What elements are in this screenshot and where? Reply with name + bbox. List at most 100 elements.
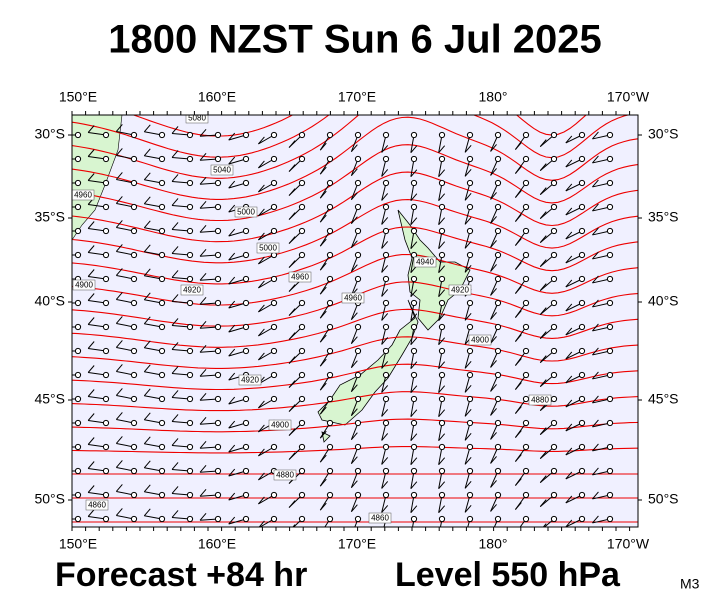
barb-station <box>215 204 220 209</box>
barb-station <box>355 180 360 185</box>
barb-station <box>579 492 584 497</box>
barb-station <box>243 180 248 185</box>
barb-feather <box>60 272 66 279</box>
barb-station <box>495 516 500 521</box>
lon-label-bottom: 180° <box>479 536 508 552</box>
barb-station <box>187 372 192 377</box>
barb-station <box>355 444 360 449</box>
barb-station <box>327 324 332 329</box>
barb-station <box>159 228 164 233</box>
barb-feather <box>60 368 66 375</box>
barb-station <box>131 396 136 401</box>
barb-station <box>159 276 164 281</box>
barb-station <box>327 492 332 497</box>
barb-station <box>75 228 80 233</box>
barb-station <box>75 492 80 497</box>
barb-station <box>411 300 416 305</box>
barb-station <box>495 492 500 497</box>
barb-station <box>299 444 304 449</box>
barb-station <box>439 132 444 137</box>
barb-station <box>523 396 528 401</box>
barb-station <box>75 468 80 473</box>
contour-label: 4900 <box>75 281 93 290</box>
barb-station <box>495 276 500 281</box>
barb-station <box>439 204 444 209</box>
barb-station <box>355 372 360 377</box>
barb-station <box>103 300 108 305</box>
barb-station <box>299 156 304 161</box>
barb-station <box>467 372 472 377</box>
barb-station <box>383 300 388 305</box>
barb-station <box>383 156 388 161</box>
barb-station <box>103 204 108 209</box>
contour-label: 4880 <box>531 396 549 405</box>
barb-station <box>579 132 584 137</box>
lon-label-top: 170°W <box>607 89 650 105</box>
barb-station <box>75 372 80 377</box>
barb-station <box>551 180 556 185</box>
barb-station <box>551 228 556 233</box>
barb-station <box>411 492 416 497</box>
barb-station <box>523 468 528 473</box>
contour-label: 4920 <box>451 286 469 295</box>
barb-station <box>187 420 192 425</box>
barb-station <box>439 324 444 329</box>
barb-station <box>355 420 360 425</box>
barb-station <box>411 516 416 521</box>
lat-label-right: 45°S <box>648 391 679 407</box>
barb-station <box>523 324 528 329</box>
barb-station <box>159 396 164 401</box>
barb-station <box>75 300 80 305</box>
barb-station <box>103 516 108 521</box>
barb-station <box>243 300 248 305</box>
barb-station <box>243 396 248 401</box>
barb-station <box>523 228 528 233</box>
lat-label-right: 50°S <box>648 491 679 507</box>
barb-station <box>551 492 556 497</box>
barb-station <box>187 228 192 233</box>
barb-station <box>467 468 472 473</box>
barb-feather <box>60 512 66 519</box>
barb-station <box>271 276 276 281</box>
barb-feather <box>60 344 66 351</box>
barb-station <box>243 228 248 233</box>
barb-station <box>215 180 220 185</box>
barb-station <box>579 396 584 401</box>
barb-station <box>271 348 276 353</box>
barb-station <box>299 300 304 305</box>
barb-station <box>243 156 248 161</box>
barb-station <box>215 492 220 497</box>
barb-station <box>103 444 108 449</box>
barb-station <box>495 132 500 137</box>
lat-label-left: 30°S <box>34 126 65 142</box>
barb-station <box>411 156 416 161</box>
barb-station <box>439 180 444 185</box>
barb-station <box>355 252 360 257</box>
barb-station <box>467 516 472 521</box>
barb-station <box>327 348 332 353</box>
barb-station <box>75 132 80 137</box>
barb-station <box>439 348 444 353</box>
barb-feather <box>60 152 66 159</box>
barb-station <box>271 132 276 137</box>
barb-station <box>523 300 528 305</box>
lon-label-top: 160°E <box>198 89 236 105</box>
barb-station <box>159 204 164 209</box>
barb-station <box>243 444 248 449</box>
barb-station <box>467 132 472 137</box>
barb-station <box>159 300 164 305</box>
barb-station <box>131 444 136 449</box>
barb-station <box>187 516 192 521</box>
barb-station <box>131 300 136 305</box>
barb-station <box>467 228 472 233</box>
contour-label: 5000 <box>237 208 255 217</box>
barb-station <box>467 180 472 185</box>
barb-station <box>327 468 332 473</box>
contour-label: 4920 <box>183 286 201 295</box>
barb-station <box>411 348 416 353</box>
barb-station <box>215 396 220 401</box>
barb-station <box>411 324 416 329</box>
barb-station <box>271 444 276 449</box>
lon-label-top: 180° <box>479 89 508 105</box>
barb-station <box>383 396 388 401</box>
